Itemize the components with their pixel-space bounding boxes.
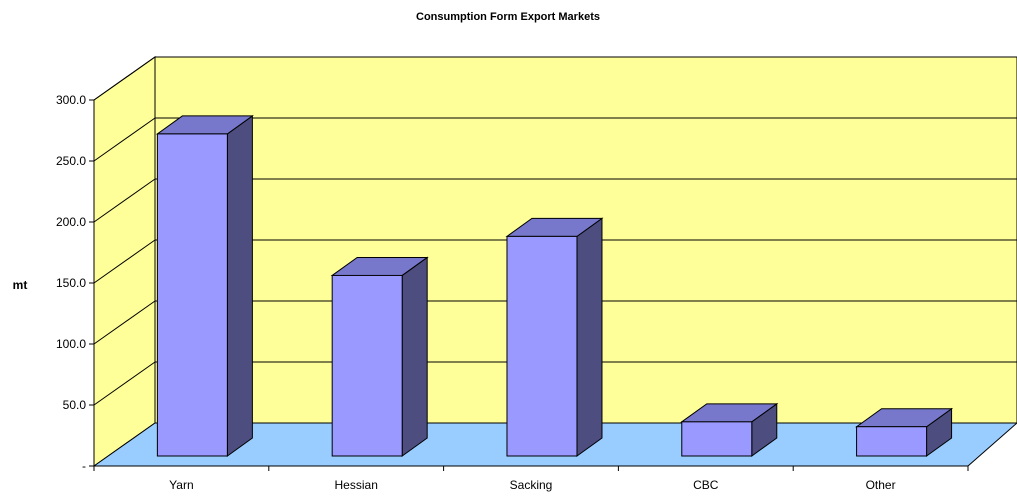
bar-front xyxy=(156,133,228,457)
y-axis-ticks: - 50.0 100.0 150.0 200.0 250.0 300.0 xyxy=(56,93,94,473)
y-tick-label: 100.0 xyxy=(56,337,86,351)
x-tick-label: Yarn xyxy=(169,478,193,492)
y-tick-label: 250.0 xyxy=(56,154,86,168)
grid-line xyxy=(93,239,156,284)
grid-line xyxy=(93,300,156,345)
y-tick-label: 50.0 xyxy=(63,398,87,412)
chart-title: Consumption Form Export Markets xyxy=(416,11,600,23)
y-tick-label: 300.0 xyxy=(56,93,86,107)
bar-front xyxy=(506,235,578,457)
bar-side xyxy=(226,114,253,457)
x-tick-label: Hessian xyxy=(335,478,378,492)
y-tick-label: 200.0 xyxy=(56,215,86,229)
x-tick-label: CBC xyxy=(693,478,719,492)
x-tick-label: Other xyxy=(866,478,896,492)
bar-side xyxy=(401,256,428,457)
grid-line xyxy=(93,56,156,101)
grid-line xyxy=(93,178,156,223)
bar-other xyxy=(855,407,954,457)
x-axis-ticks: Yarn Hessian Sacking CBC Other xyxy=(93,466,969,492)
bar-cbc xyxy=(680,402,779,457)
bar-front xyxy=(681,421,753,457)
y-tick-label: - xyxy=(82,459,86,473)
bars xyxy=(155,114,954,457)
grid-line xyxy=(93,361,156,406)
y-tick-label: 150.0 xyxy=(56,276,86,290)
y-axis-label: mt xyxy=(13,278,28,292)
bar-hessian xyxy=(330,256,429,457)
bar-front xyxy=(331,274,403,457)
bar-sacking xyxy=(505,217,604,457)
bar-side xyxy=(576,217,603,457)
bar-yarn xyxy=(155,114,254,457)
grid-line xyxy=(93,117,156,162)
bar-front xyxy=(856,426,928,457)
x-tick-label: Sacking xyxy=(510,478,553,492)
